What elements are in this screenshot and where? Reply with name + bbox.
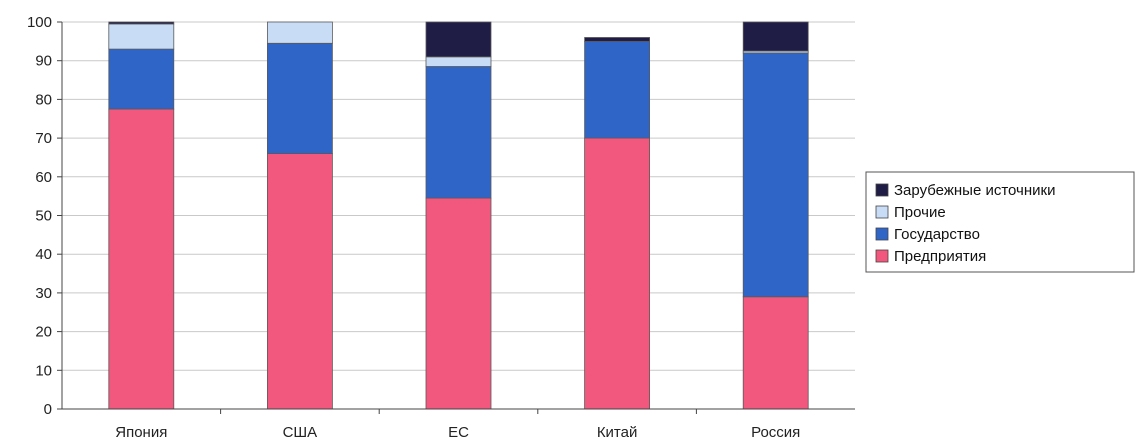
legend-label: Прочие bbox=[894, 204, 946, 221]
bar-segment bbox=[425, 56, 492, 67]
bar-segment bbox=[742, 21, 809, 52]
bar-segment bbox=[584, 137, 650, 410]
y-tick-label: 20 bbox=[35, 324, 52, 341]
legend-swatch bbox=[875, 183, 889, 197]
bar-segment bbox=[584, 40, 650, 139]
legend-box bbox=[865, 171, 1135, 273]
bar-segment bbox=[742, 296, 809, 410]
y-tick-label: 90 bbox=[35, 53, 52, 70]
y-tick-label: 80 bbox=[35, 91, 52, 108]
legend-label: Зарубежные источники bbox=[894, 182, 1055, 199]
bar-segment bbox=[425, 197, 492, 410]
y-tick-label: 0 bbox=[44, 401, 52, 418]
y-tick-label: 10 bbox=[35, 362, 52, 379]
bar-segment bbox=[108, 108, 175, 410]
legend: Зарубежные источники Прочие Государство Пре… bbox=[865, 171, 1135, 273]
bar-segment bbox=[266, 21, 333, 44]
legend-label: Государство bbox=[894, 226, 980, 243]
bar-segment bbox=[425, 21, 492, 58]
axes: 0 10 20 30 40 50 60 70 80 90 100 Япония США ЕС Китай Ро… bbox=[27, 14, 855, 439]
bars bbox=[108, 21, 809, 410]
y-tick-label: 30 bbox=[35, 285, 52, 302]
legend-label: Предприятия bbox=[894, 248, 986, 265]
legend-swatch bbox=[875, 205, 889, 219]
legend-swatch bbox=[875, 227, 889, 241]
legend-swatch bbox=[875, 249, 889, 263]
y-tick-label: 70 bbox=[35, 130, 52, 147]
x-category-label: ЕС bbox=[448, 424, 469, 439]
y-tick-label: 40 bbox=[35, 246, 52, 263]
x-category-label: Япония bbox=[115, 424, 167, 439]
bar-segment bbox=[108, 21, 175, 25]
bar-segment bbox=[266, 153, 333, 410]
y-tick-label: 50 bbox=[35, 208, 52, 225]
x-category-label: Россия bbox=[751, 424, 800, 439]
bar-segment bbox=[266, 42, 333, 154]
x-category-label: США bbox=[283, 424, 318, 439]
y-tick-label: 100 bbox=[27, 14, 52, 31]
bar-segment bbox=[425, 66, 492, 199]
bar-segment bbox=[108, 23, 175, 50]
bar-segment bbox=[742, 52, 809, 298]
bar-segment bbox=[584, 37, 650, 42]
x-category-label: Китай bbox=[597, 424, 638, 439]
y-tick-label: 60 bbox=[35, 169, 52, 186]
bar-segment bbox=[108, 48, 175, 110]
